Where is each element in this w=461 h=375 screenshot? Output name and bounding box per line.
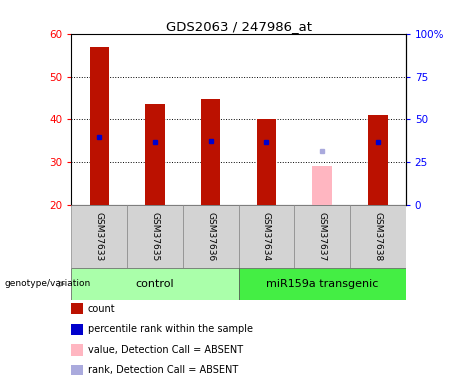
FancyBboxPatch shape — [71, 268, 238, 300]
Text: count: count — [88, 304, 115, 313]
Text: GSM37637: GSM37637 — [318, 212, 327, 261]
Bar — [89, 46, 109, 205]
FancyBboxPatch shape — [183, 205, 238, 268]
Text: GSM37634: GSM37634 — [262, 212, 271, 261]
Text: GSM37636: GSM37636 — [206, 212, 215, 261]
FancyBboxPatch shape — [294, 205, 350, 268]
Text: genotype/variation: genotype/variation — [5, 279, 91, 288]
FancyBboxPatch shape — [350, 205, 406, 268]
Bar — [145, 104, 165, 205]
Text: GSM37633: GSM37633 — [95, 212, 104, 261]
Title: GDS2063 / 247986_at: GDS2063 / 247986_at — [165, 20, 312, 33]
Bar — [368, 115, 388, 205]
FancyBboxPatch shape — [238, 268, 406, 300]
Text: percentile rank within the sample: percentile rank within the sample — [88, 324, 253, 334]
FancyBboxPatch shape — [71, 205, 127, 268]
Text: rank, Detection Call = ABSENT: rank, Detection Call = ABSENT — [88, 366, 238, 375]
FancyBboxPatch shape — [127, 205, 183, 268]
Bar — [257, 118, 276, 205]
FancyBboxPatch shape — [238, 205, 294, 268]
Text: value, Detection Call = ABSENT: value, Detection Call = ABSENT — [88, 345, 242, 355]
Text: miR159a transgenic: miR159a transgenic — [266, 279, 378, 289]
Bar — [201, 99, 220, 205]
Bar — [313, 166, 332, 205]
Text: control: control — [136, 279, 174, 289]
Text: GSM37638: GSM37638 — [373, 212, 382, 261]
Text: GSM37635: GSM37635 — [150, 212, 160, 261]
